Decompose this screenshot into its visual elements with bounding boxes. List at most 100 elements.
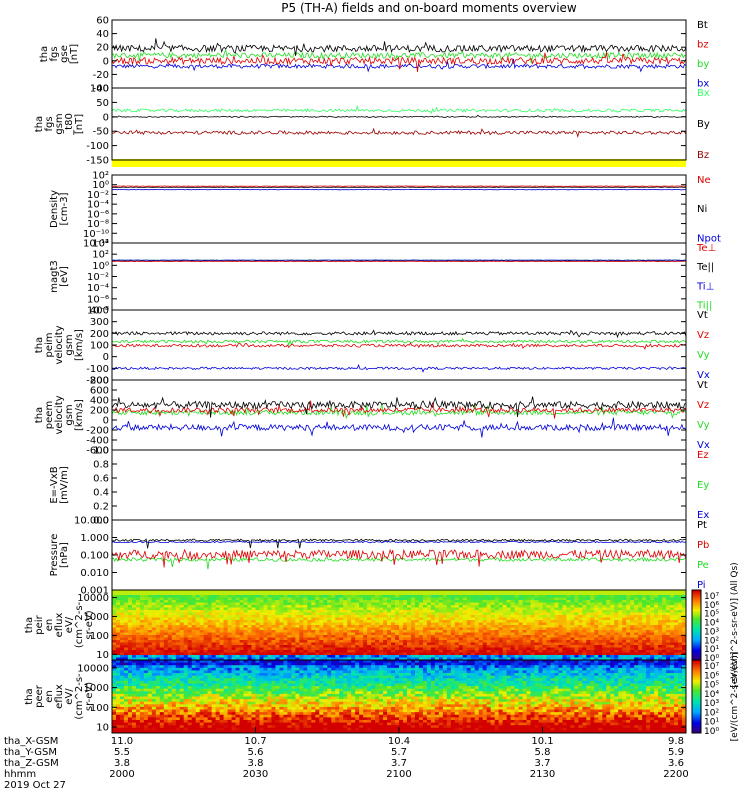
spectrogram-cell — [319, 632, 324, 636]
spectrogram-cell — [383, 652, 388, 656]
spectrogram-cell — [123, 602, 129, 606]
spectrogram-cell — [646, 627, 651, 631]
spectrogram-cell — [171, 725, 177, 729]
spectrogram-cell — [187, 673, 193, 677]
spectrogram-cell — [379, 650, 384, 653]
spectrogram-cell — [331, 622, 336, 626]
spectrogram-cell — [287, 605, 292, 608]
spectrogram-cell — [195, 688, 201, 692]
spectrogram-cell — [151, 622, 157, 626]
spectrogram-cell — [434, 600, 440, 603]
spectrogram-cell — [307, 615, 312, 618]
spectrogram-cell — [223, 605, 228, 608]
spectrogram-cell — [211, 645, 217, 648]
spectrogram-cell — [275, 597, 280, 601]
spectrogram-cell — [402, 655, 408, 658]
spectrogram-cell — [359, 607, 364, 611]
spectrogram-cell — [654, 592, 659, 596]
status-band — [112, 159, 686, 167]
spectrogram-cell — [131, 617, 137, 621]
spectrogram-cell — [654, 625, 659, 628]
spectrogram-cell — [626, 610, 631, 613]
spectrogram-cell — [243, 612, 248, 616]
spectrogram-cell — [578, 647, 583, 651]
spectrogram-cell — [614, 630, 619, 633]
spectrogram-cell — [442, 612, 448, 616]
spectrogram-cell — [287, 640, 292, 643]
spectrogram-cell — [554, 642, 559, 646]
spectrogram-cell — [259, 605, 264, 608]
spectrogram-cell — [602, 642, 607, 646]
spectrogram-cell — [151, 670, 157, 674]
spectrogram-cell — [303, 637, 308, 641]
spectrogram-cell — [494, 637, 500, 641]
spectrogram-cell — [267, 647, 272, 651]
spectrogram-cell — [395, 652, 400, 656]
spectrogram-cell — [490, 637, 496, 641]
spectrogram-cell — [215, 637, 221, 641]
spectrogram-cell — [534, 605, 539, 608]
spectrogram-cell — [307, 642, 312, 646]
spectrogram-cell — [343, 620, 348, 623]
spectrogram-cell — [582, 615, 587, 618]
spectrogram-cell — [139, 686, 145, 690]
spectrogram-cell — [446, 645, 452, 648]
spectrogram-cell — [183, 595, 189, 598]
spectrogram-cell — [159, 612, 165, 616]
spectrogram-cell — [387, 640, 392, 643]
spectrogram-cell — [123, 712, 129, 716]
spectrogram-cell — [414, 645, 420, 648]
spectrogram-cell — [243, 595, 248, 598]
spectrogram-cell — [430, 632, 436, 636]
spectrogram-cell — [199, 640, 205, 643]
spectrogram-cell — [243, 630, 248, 633]
spectrogram-cell — [347, 642, 352, 646]
spectrogram-cell — [626, 597, 631, 601]
spectrogram-cell — [159, 714, 165, 718]
spectrogram-cell — [383, 620, 388, 623]
spectrogram-cell — [430, 635, 436, 638]
spectrogram-cell — [243, 650, 248, 653]
spectrogram-cell — [151, 688, 157, 692]
y-axis-label: eflux — [54, 613, 65, 638]
spectrogram-cell — [395, 635, 400, 638]
spectrogram-cell — [191, 725, 197, 729]
spectrogram-cell — [191, 647, 197, 651]
spectrogram-cell — [307, 635, 312, 638]
spectrogram-cell — [219, 652, 225, 656]
spectrogram-cell — [422, 630, 428, 633]
spectrogram-cell — [470, 630, 476, 633]
spectrogram-cell — [534, 657, 539, 661]
spectrogram-cell — [670, 615, 675, 618]
spectrogram-cell — [426, 597, 432, 601]
spectrogram-cell — [486, 612, 492, 616]
spectrogram-cell — [371, 625, 376, 628]
spectrogram-cell — [151, 686, 157, 690]
spectrogram-cell — [127, 657, 133, 661]
spectrogram-cell — [682, 590, 687, 593]
spectrogram-cell — [550, 650, 555, 653]
spectrogram-cell — [574, 607, 579, 611]
spectrogram-cell — [203, 691, 209, 695]
spectrogram-cell — [534, 632, 539, 636]
spectrogram-cell — [662, 590, 667, 593]
spectrogram-cell — [650, 620, 655, 623]
spectrogram-cell — [295, 627, 300, 631]
spectrogram-cell — [618, 647, 623, 651]
y-axis-label: _t80 — [64, 113, 75, 136]
spectrogram-cell — [135, 709, 141, 713]
spectrogram-cell — [351, 592, 356, 596]
spectrogram-cell — [271, 647, 276, 651]
spectrogram-cell — [255, 595, 260, 598]
spectrogram-cell — [187, 597, 193, 601]
spectrogram-cell — [502, 597, 508, 601]
spectrogram-cell — [618, 600, 623, 603]
spectrogram-cell — [315, 605, 320, 608]
spectrogram-cell — [223, 642, 228, 646]
spectrogram-cell — [614, 590, 619, 593]
spectrogram-cell — [514, 625, 519, 628]
spectrogram-cell — [530, 640, 535, 643]
spectrogram-cell — [195, 714, 201, 718]
spectrogram-cell — [359, 600, 364, 603]
spectrogram-cell — [486, 625, 492, 628]
